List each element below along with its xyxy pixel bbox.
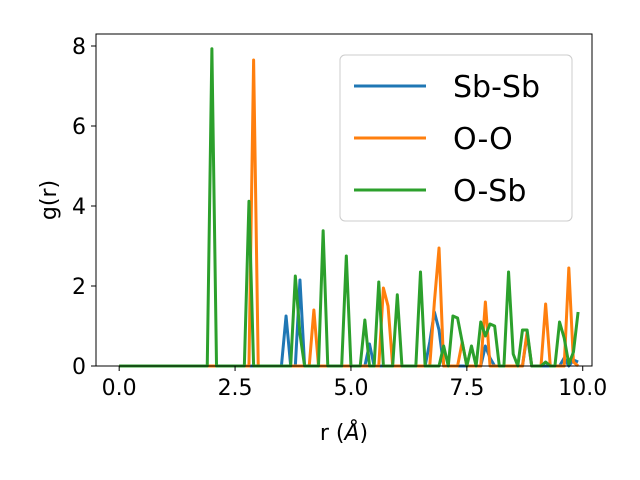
axes-frame: [95, 33, 593, 367]
x-tick-label: 7.5: [449, 376, 484, 401]
x-tick-label: 10.0: [558, 376, 607, 401]
legend-label-sb-sb: Sb-Sb: [453, 70, 540, 105]
x-tick-label: 2.5: [218, 376, 253, 401]
x-axis-label: r (Å): [320, 419, 368, 446]
legend-label-o-sb: O-Sb: [453, 174, 526, 209]
x-tick-label: 0.0: [102, 376, 137, 401]
y-tick-label: 2: [72, 275, 86, 300]
y-tick-label: 4: [72, 195, 86, 220]
legend: Sb-Sb O-O O-Sb: [339, 54, 573, 222]
legend-label-o-o: O-O: [453, 122, 513, 157]
y-axis: 0 2 4 6 8: [72, 35, 96, 380]
x-axis: 0.0 2.5 5.0 7.5 10.0: [102, 366, 607, 401]
legend-frame: [339, 54, 573, 222]
y-axis-label: g(r): [37, 180, 62, 220]
y-tick-label: 6: [72, 115, 86, 140]
y-tick-label: 8: [72, 35, 86, 60]
y-tick-label: 0: [72, 355, 86, 380]
x-tick-label: 5.0: [333, 376, 368, 401]
